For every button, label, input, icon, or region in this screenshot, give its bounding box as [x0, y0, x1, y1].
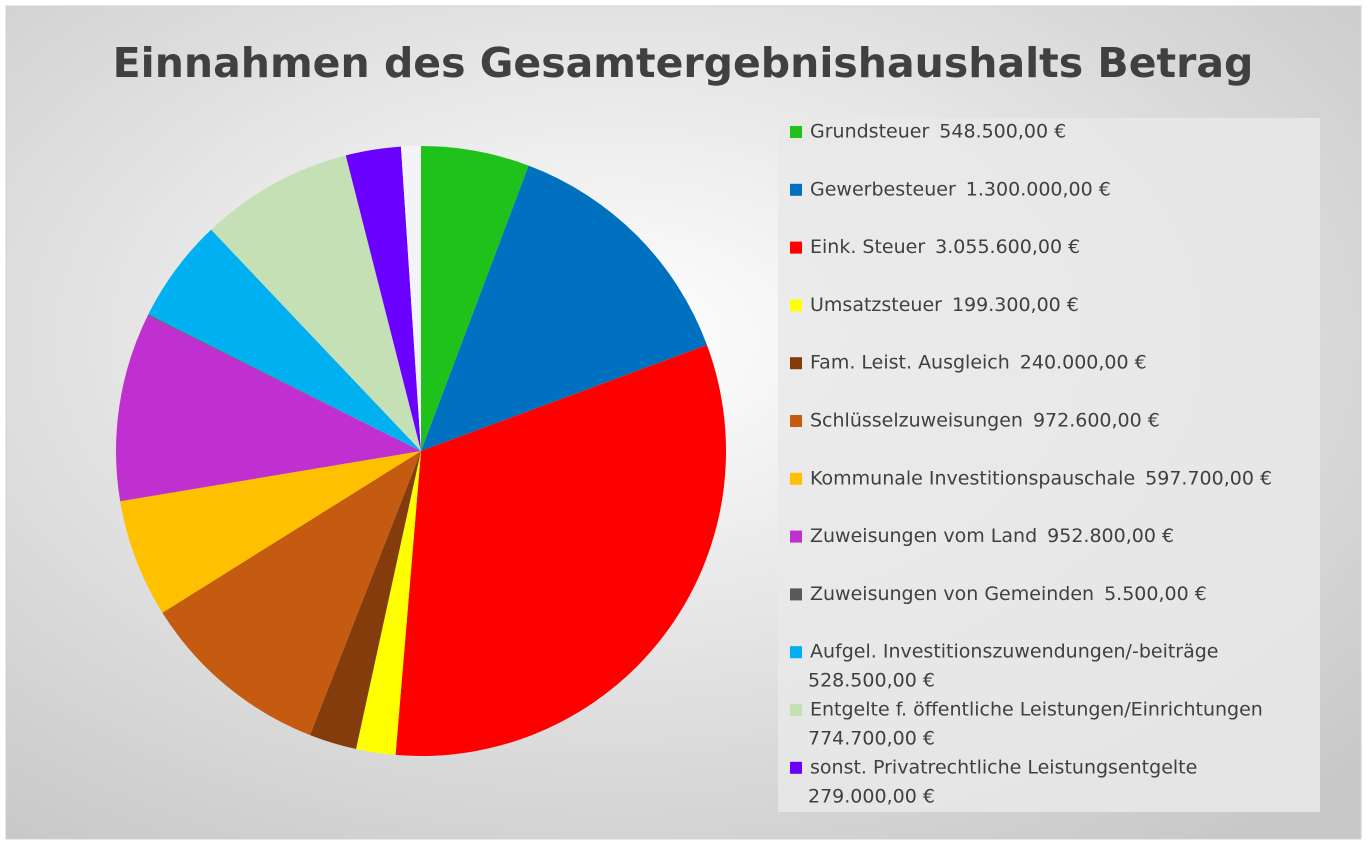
legend-swatch — [790, 183, 802, 196]
pie-slice — [421, 146, 529, 451]
pie-slice — [162, 451, 422, 736]
legend-value: 279.000,00 € — [808, 785, 935, 807]
legend-swatch — [790, 415, 802, 427]
pie-slice — [345, 146, 421, 451]
legend-value: 774.700,00 € — [808, 728, 935, 750]
pie-slice — [115, 315, 421, 502]
legend-swatch — [790, 646, 802, 659]
legend-swatch — [790, 530, 802, 543]
legend-label: Eink. Steuer — [810, 236, 925, 258]
legend-swatch — [790, 241, 802, 254]
legend-value: 952.800,00 € — [1047, 525, 1174, 547]
legend-label: Zuweisungen vom Land — [810, 525, 1037, 547]
legend-swatch — [790, 299, 802, 312]
pie-slice — [400, 146, 421, 451]
legend-value: 5.500,00 € — [1104, 583, 1207, 605]
legend-value: 528.500,00 € — [808, 670, 935, 692]
legend-value: 548.500,00 € — [939, 121, 1066, 143]
legend-value: 3.055.600,00 € — [935, 236, 1080, 258]
legend-value: 597.700,00 € — [1145, 467, 1272, 489]
pie-slice — [395, 344, 726, 757]
pie-slice — [147, 314, 421, 451]
chart-title: Einnahmen des Gesamtergebnishaushalts Be… — [113, 39, 1254, 87]
legend-swatch — [790, 704, 802, 716]
legend-swatch — [790, 126, 802, 138]
legend-swatch — [790, 761, 802, 774]
pie-slice — [310, 451, 421, 750]
legend-label: Fam. Leist. Ausgleich — [810, 352, 1010, 374]
legend-label: Grundsteuer — [810, 121, 929, 143]
legend-box — [778, 118, 1320, 812]
pie-slice — [120, 451, 421, 613]
legend-label: Umsatzsteuer — [810, 294, 942, 316]
legend-value: 972.600,00 € — [1033, 410, 1160, 432]
legend-label: sonst. Privatrechtliche Leistungsentgelt… — [810, 756, 1197, 778]
legend-value: 1.300.000,00 € — [966, 178, 1111, 200]
legend-label: Gewerbesteuer — [810, 178, 956, 200]
legend-label: Entgelte f. öffentliche Leistungen/Einri… — [810, 699, 1263, 721]
legend-swatch — [790, 357, 802, 370]
pie-slice — [211, 155, 421, 451]
legend-label: Aufgel. Investitionszuwendungen/-beiträg… — [810, 641, 1219, 663]
legend-label: Kommunale Investitionspauschale — [810, 467, 1135, 489]
legend-value: 199.300,00 € — [952, 294, 1079, 316]
pie-slice — [421, 165, 707, 452]
legend-value: 240.000,00 € — [1020, 352, 1147, 374]
legend-swatch — [790, 472, 802, 485]
pie-slice — [148, 229, 421, 451]
legend-label: Schlüsselzuweisungen — [810, 410, 1023, 432]
legend-label: Zuweisungen von Gemeinden — [810, 583, 1094, 605]
legend-swatch — [790, 588, 802, 601]
pie-slice — [356, 451, 421, 755]
